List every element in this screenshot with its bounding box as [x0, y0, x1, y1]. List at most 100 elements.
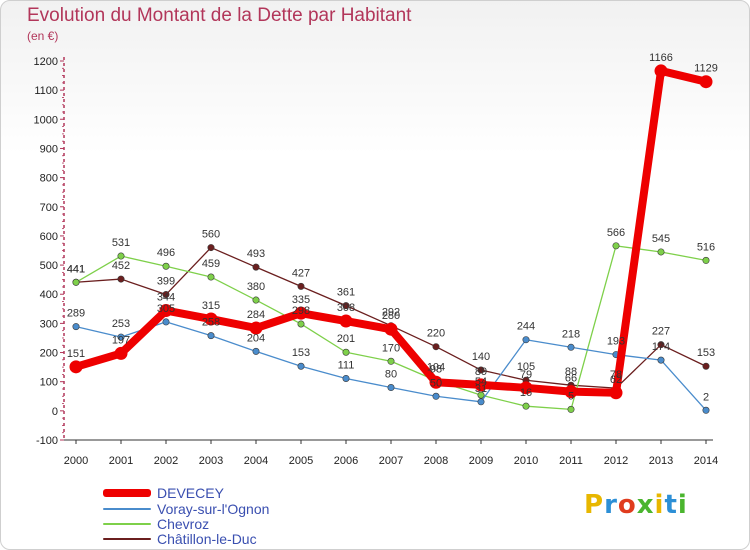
- data-point-voray-sur-l-ognon: [297, 362, 305, 370]
- data-label-voray-sur-l-ognon: 305: [157, 303, 175, 315]
- x-tick-label: 2009: [469, 455, 493, 467]
- data-point-voray-sur-l-ognon: [162, 318, 170, 326]
- x-tick-label: 2003: [199, 455, 223, 467]
- data-point-devecey: [384, 322, 398, 336]
- data-label-ch-tillon-le-duc: 493: [247, 248, 265, 260]
- data-label-chevroz: 54: [475, 376, 487, 388]
- data-label-voray-sur-l-ognon: 50: [430, 377, 442, 389]
- data-label-ch-tillon-le-duc: 105: [517, 361, 535, 373]
- data-label-devecey: 308: [337, 302, 355, 314]
- data-label-chevroz: 531: [112, 237, 130, 249]
- data-point-devecey: [429, 375, 443, 389]
- data-label-chevroz: 496: [157, 247, 175, 259]
- data-point-voray-sur-l-ognon: [387, 384, 395, 392]
- data-label-voray-sur-l-ognon: 204: [247, 332, 265, 344]
- x-tick-label: 2010: [514, 455, 538, 467]
- y-tick-label: 800: [40, 173, 58, 185]
- data-point-voray-sur-l-ognon: [522, 336, 530, 344]
- data-point-chevroz: [117, 252, 125, 260]
- chart-title: Evolution du Montant de la Dette par Hab…: [27, 5, 412, 26]
- data-point-chevroz: [522, 402, 530, 410]
- data-point-voray-sur-l-ognon: [117, 333, 125, 341]
- data-label-ch-tillon-le-duc: 560: [202, 229, 220, 241]
- x-tick-label: 2013: [649, 455, 673, 467]
- y-tick-label: 600: [40, 231, 58, 243]
- y-tick-label: 400: [40, 289, 58, 301]
- y-tick-label: 1200: [34, 56, 58, 68]
- data-label-voray-sur-l-ognon: 218: [562, 328, 580, 340]
- y-tick-label: 1000: [34, 114, 58, 126]
- data-label-devecey: 1166: [649, 52, 673, 64]
- x-tick-label: 2012: [604, 455, 628, 467]
- data-label-voray-sur-l-ognon: 244: [517, 321, 535, 333]
- data-point-chevroz: [162, 262, 170, 270]
- data-label-ch-tillon-le-duc: 220: [427, 328, 445, 340]
- data-point-chevroz: [207, 273, 215, 281]
- data-point-devecey: [699, 75, 713, 89]
- data-label-ch-tillon-le-duc: 441: [67, 263, 85, 275]
- data-point-voray-sur-l-ognon: [72, 323, 80, 331]
- data-label-devecey: 79: [520, 369, 532, 381]
- data-label-voray-sur-l-ognon: 31: [475, 383, 487, 395]
- data-label-voray-sur-l-ognon: 253: [112, 318, 130, 330]
- legend-swatch-devecey: [103, 489, 151, 497]
- data-label-voray-sur-l-ognon: 258: [202, 317, 220, 329]
- y-tick-label: 0: [52, 406, 58, 418]
- legend-label-devecey: DEVECEY: [157, 485, 224, 501]
- logo-letter: x: [636, 490, 655, 520]
- data-label-chevroz: 380: [247, 281, 265, 293]
- data-label-chevroz: 16: [520, 387, 532, 399]
- data-label-voray-sur-l-ognon: 111: [338, 359, 355, 371]
- data-label-ch-tillon-le-duc: 78: [610, 369, 622, 381]
- data-label-ch-tillon-le-duc: 227: [652, 326, 670, 338]
- data-label-devecey: 62: [610, 374, 622, 386]
- data-label-voray-sur-l-ognon: 2: [703, 391, 709, 403]
- data-label-devecey: 280: [382, 310, 400, 322]
- data-label-ch-tillon-le-duc: 361: [337, 287, 355, 299]
- x-tick-label: 2005: [289, 455, 313, 467]
- data-point-devecey: [519, 381, 533, 395]
- x-tick-label: 2014: [694, 455, 718, 467]
- y-tick-label: 500: [40, 260, 58, 272]
- y-tick-label: 700: [40, 202, 58, 214]
- data-point-voray-sur-l-ognon: [702, 406, 710, 414]
- data-point-chevroz: [252, 296, 260, 304]
- x-tick-label: 2004: [244, 455, 268, 467]
- data-label-devecey: 89: [475, 366, 487, 378]
- y-tick-label: 900: [40, 143, 58, 155]
- data-point-ch-tillon-le-duc: [342, 302, 350, 310]
- logo-letter: P: [584, 490, 605, 520]
- data-label-chevroz: 459: [202, 258, 220, 270]
- logo-letter: t: [664, 490, 678, 520]
- legend-swatch-chevroz: [103, 523, 151, 525]
- data-label-chevroz: 201: [337, 333, 355, 345]
- data-point-devecey: [654, 64, 668, 78]
- data-point-chevroz: [567, 405, 575, 413]
- data-label-devecey: 197: [112, 334, 130, 346]
- x-tick-label: 2007: [379, 455, 403, 467]
- data-point-ch-tillon-le-duc: [432, 343, 440, 351]
- data-point-chevroz: [477, 391, 485, 399]
- data-point-voray-sur-l-ognon: [252, 347, 260, 355]
- y-tick-label: 100: [40, 377, 58, 389]
- data-label-ch-tillon-le-duc: 153: [697, 347, 715, 359]
- legend-label-chevroz: Chevroz: [157, 516, 210, 532]
- data-point-chevroz: [657, 248, 665, 256]
- data-label-chevroz: 516: [697, 241, 715, 253]
- y-tick-label: -100: [36, 435, 58, 447]
- data-label-devecey: 98: [430, 363, 442, 375]
- legend-item-chatillon: Châtillon-le-Duc: [103, 531, 257, 547]
- data-labels: 441 452 399 560 493 427 361 292 220 140 105 88 78 227…: [67, 52, 718, 403]
- data-point-voray-sur-l-ognon: [567, 343, 575, 351]
- data-point-devecey: [609, 386, 623, 400]
- data-point-voray-sur-l-ognon: [477, 398, 485, 406]
- data-label-ch-tillon-le-duc: 452: [112, 260, 130, 272]
- data-label-chevroz: 441: [67, 263, 85, 275]
- logo-letter: i: [654, 490, 665, 520]
- legend-item-devecey: DEVECEY: [103, 485, 224, 501]
- data-point-ch-tillon-le-duc: [207, 244, 215, 252]
- data-point-voray-sur-l-ognon: [207, 332, 215, 340]
- data-label-devecey: 284: [247, 309, 265, 321]
- x-tick-label: 2008: [424, 455, 448, 467]
